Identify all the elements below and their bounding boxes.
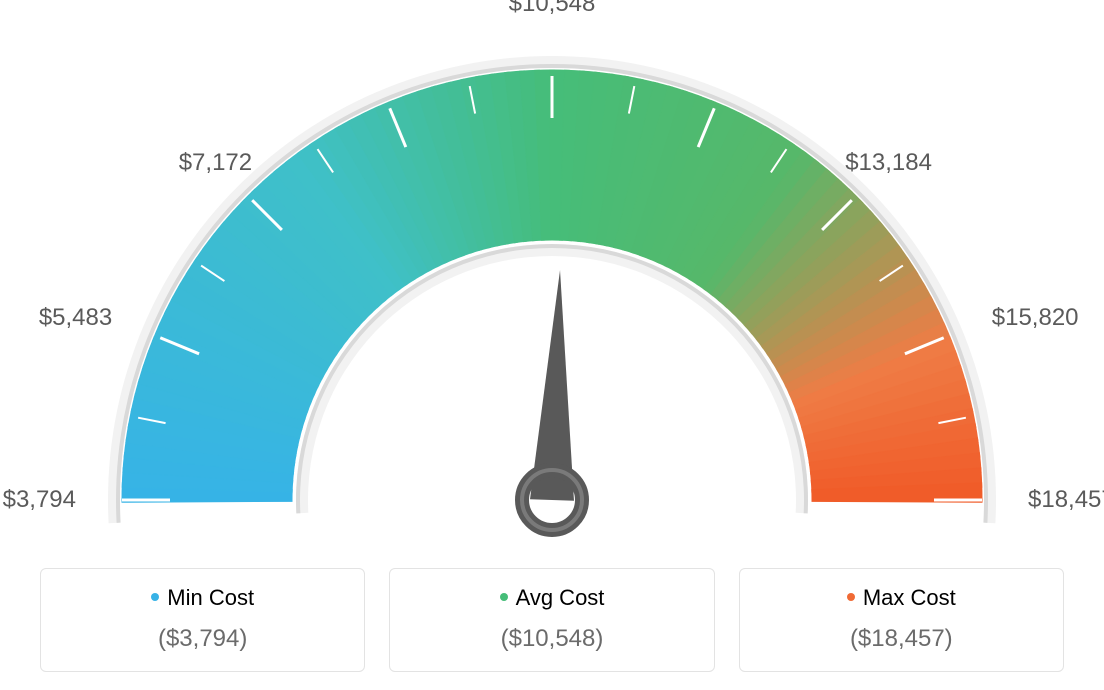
legend-card-min: Min Cost ($3,794) [40, 568, 365, 672]
legend-title-min: Min Cost [51, 585, 354, 611]
gauge-area: $3,794 $5,483 $7,172 $10,548 $13,184 $15,820 $… [0, 0, 1104, 540]
scale-label: $7,172 [179, 149, 252, 177]
legend-card-max: Max Cost ($18,457) [739, 568, 1064, 672]
legend-value-max: ($18,457) [750, 625, 1053, 653]
legend-title-min-text: Min Cost [167, 585, 254, 610]
scale-label: $10,548 [509, 0, 596, 18]
dot-icon [847, 593, 855, 601]
legend-card-avg: Avg Cost ($10,548) [389, 568, 714, 672]
dot-icon [151, 593, 159, 601]
legend-value-min: ($3,794) [51, 625, 354, 653]
legend-row: Min Cost ($3,794) Avg Cost ($10,548) Max… [40, 568, 1064, 672]
scale-label: $15,820 [992, 304, 1079, 332]
legend-value-avg: ($10,548) [400, 625, 703, 653]
scale-label: $13,184 [845, 149, 932, 177]
gauge-svg [0, 0, 1104, 540]
scale-label: $5,483 [39, 304, 112, 332]
legend-title-avg-text: Avg Cost [516, 585, 605, 610]
legend-title-max: Max Cost [750, 585, 1053, 611]
scale-label: $3,794 [3, 486, 76, 514]
scale-label: $18,457 [1028, 486, 1104, 514]
legend-title-avg: Avg Cost [400, 585, 703, 611]
gauge-chart-container: $3,794 $5,483 $7,172 $10,548 $13,184 $15,820 $… [0, 0, 1104, 690]
dot-icon [500, 593, 508, 601]
legend-title-max-text: Max Cost [863, 585, 956, 610]
